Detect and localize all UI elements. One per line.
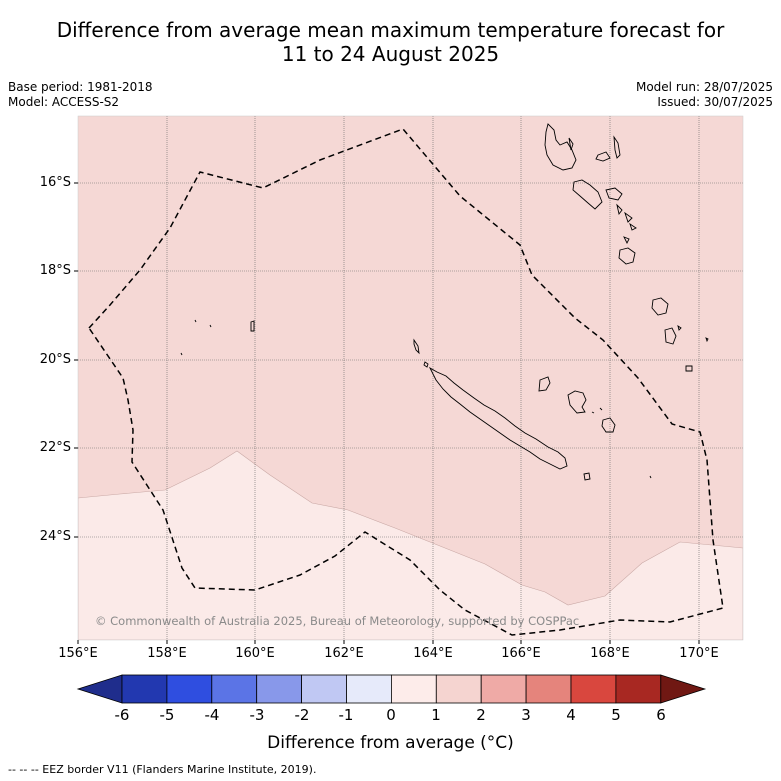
loyalty-island-ouvea bbox=[538, 376, 551, 392]
copyright-notice: © Commonwealth of Australia 2025, Bureau… bbox=[95, 614, 580, 628]
title-line-2: 11 to 24 August 2025 bbox=[281, 42, 500, 66]
map-frame bbox=[77, 115, 744, 641]
vanuatu-tanna bbox=[664, 327, 677, 345]
eez-footnote: -- -- -- EEZ border V11 (Flanders Marine… bbox=[8, 763, 317, 776]
colorbar bbox=[76, 674, 707, 704]
meta-left: Base period: 1981-2018 Model: ACCESS-S2 bbox=[8, 80, 153, 110]
colorbar-tick: 6 bbox=[656, 706, 666, 724]
colorbar-segment bbox=[615, 674, 662, 704]
colorbar-segment bbox=[346, 674, 392, 704]
colorbar-tick: -1 bbox=[338, 706, 354, 724]
colorbar-extend-low bbox=[76, 674, 123, 704]
colorbar-label: Difference from average (°C) bbox=[267, 733, 514, 753]
colorbar-segment bbox=[256, 674, 303, 704]
meta-right: Model run: 28/07/2025 Issued: 30/07/2025 bbox=[636, 80, 773, 110]
vanuatu-erromango bbox=[651, 297, 669, 316]
vanuatu-efate bbox=[618, 247, 636, 265]
colorbar-tick: 5 bbox=[611, 706, 621, 724]
lon-label-164e: 164°E bbox=[413, 646, 453, 661]
model-run: Model run: 28/07/2025 bbox=[635, 80, 773, 94]
lat-label-22s: 22°S bbox=[39, 440, 71, 455]
lon-label-160e: 160°E bbox=[235, 646, 275, 661]
loyalty-island-mare bbox=[601, 417, 616, 433]
colorbar-segment bbox=[435, 674, 482, 704]
land-outlines bbox=[180, 123, 709, 481]
issued-date: Issued: 30/07/2025 bbox=[657, 95, 773, 109]
lon-label-162e: 162°E bbox=[324, 646, 364, 661]
colorbar-segment bbox=[390, 674, 437, 704]
colorbar-tick: 4 bbox=[566, 706, 576, 724]
new-caledonia-coast bbox=[428, 366, 568, 470]
colorbar-tick: -4 bbox=[204, 706, 220, 724]
colorbar-tick: -3 bbox=[249, 706, 265, 724]
lat-label-18s: 18°S bbox=[39, 263, 71, 278]
lon-label-158e: 158°E bbox=[147, 646, 187, 661]
colorbar-extend-high bbox=[660, 674, 707, 704]
lon-label-168e: 168°E bbox=[590, 646, 630, 661]
lat-label-20s: 20°S bbox=[39, 352, 71, 367]
colorbar-tick: -2 bbox=[294, 706, 310, 724]
colorbar-tick: 3 bbox=[521, 706, 531, 724]
graticule bbox=[78, 116, 743, 640]
vanuatu-malakula bbox=[572, 179, 603, 210]
eez-border bbox=[88, 128, 724, 636]
base-period: Base period: 1981-2018 bbox=[8, 80, 153, 94]
colorbar-segment bbox=[525, 674, 572, 704]
colorbar-segment bbox=[480, 674, 527, 704]
lat-label-16s: 16°S bbox=[39, 175, 71, 190]
colorbar-segment bbox=[211, 674, 258, 704]
anomaly-region-0-to-1 bbox=[78, 450, 743, 640]
colorbar-tick: -5 bbox=[159, 706, 175, 724]
title-line-1: Difference from average mean maximum tem… bbox=[56, 18, 725, 42]
lon-label-170e: 170°E bbox=[679, 646, 719, 661]
axis-ticks bbox=[74, 182, 700, 644]
lon-label-156e: 156°E bbox=[58, 646, 98, 661]
colorbar-tick: -6 bbox=[114, 706, 130, 724]
colorbar-segment bbox=[301, 674, 347, 704]
loyalty-island-lifou bbox=[567, 390, 587, 414]
colorbar-tick: 1 bbox=[431, 706, 441, 724]
vanuatu-espiritu-santo bbox=[544, 123, 577, 171]
colorbar-segment bbox=[121, 674, 168, 704]
lon-label-166e: 166°E bbox=[501, 646, 541, 661]
colorbar-tick: 2 bbox=[476, 706, 486, 724]
chart-title: Difference from average mean maximum tem… bbox=[0, 18, 781, 66]
colorbar-segment bbox=[166, 674, 213, 704]
model-name: Model: ACCESS-S2 bbox=[8, 95, 120, 109]
colorbar-segment bbox=[570, 674, 617, 704]
lat-label-24s: 24°S bbox=[39, 529, 71, 544]
colorbar-tick: 0 bbox=[386, 706, 396, 724]
